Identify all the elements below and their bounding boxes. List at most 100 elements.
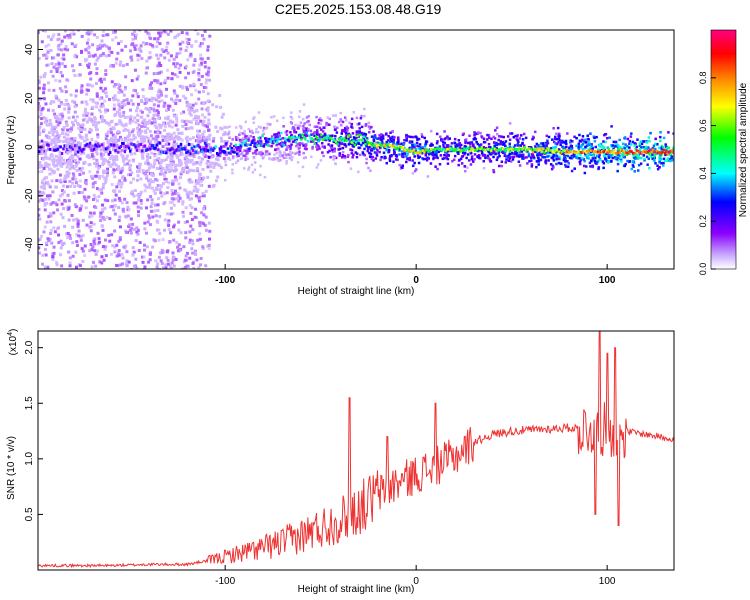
heatmap-cell [555, 132, 558, 136]
heatmap-cell [459, 143, 463, 147]
heatmap-cell [446, 157, 450, 161]
heatmap-cell [645, 141, 649, 144]
heatmap-cell [95, 174, 99, 178]
heatmap-cell [138, 54, 142, 58]
heatmap-cell [114, 163, 118, 167]
heatmap-cell [268, 157, 271, 160]
heatmap-cell [653, 153, 657, 157]
heatmap-cell [239, 131, 242, 135]
heatmap-cell [96, 133, 100, 137]
heatmap-ridge-cell [457, 148, 461, 152]
heatmap-cell [114, 122, 118, 126]
heatmap-cell [526, 162, 529, 165]
heatmap-cell [240, 152, 243, 156]
heatmap-cell [372, 159, 375, 162]
heatmap-cell [206, 136, 210, 140]
heatmap-cell [113, 155, 117, 159]
heatmap-cell [597, 155, 601, 158]
heatmap-cell [479, 143, 483, 146]
heatmap-cell [536, 152, 539, 155]
heatmap-ridge-cell [186, 150, 189, 154]
heatmap-cell [185, 88, 189, 92]
heatmap-ridge-cell [412, 148, 415, 152]
heatmap-cell [184, 127, 188, 131]
heatmap-cell [162, 272, 165, 275]
heatmap-cell [190, 108, 194, 112]
heatmap-cell [128, 138, 132, 142]
heatmap-cell [185, 119, 189, 123]
heatmap-cell [198, 232, 202, 236]
heatmap-cell [401, 164, 405, 167]
heatmap-cell [177, 32, 181, 36]
heatmap-ridge-cell [98, 144, 101, 148]
heatmap-cell [185, 220, 189, 224]
heatmap-ridge-cell [475, 148, 478, 152]
heatmap-cell [80, 34, 84, 38]
heatmap-ridge-cell [558, 150, 561, 153]
heatmap-cell [207, 246, 211, 250]
heatmap-cell [365, 137, 369, 140]
heatmap-cell [461, 147, 465, 151]
heatmap-cell [76, 222, 80, 226]
heatmap-cell [140, 110, 144, 114]
heatmap-cell [144, 206, 148, 210]
heatmap-cell [132, 250, 136, 254]
heatmap-cell [562, 141, 566, 144]
heatmap-cell [115, 143, 119, 147]
heatmap-cell [147, 185, 151, 189]
heatmap-cell [102, 176, 106, 180]
heatmap-cell [50, 252, 54, 256]
heatmap-cell [42, 182, 46, 186]
heatmap-cell [156, 262, 160, 266]
heatmap-cell [320, 119, 323, 122]
heatmap-cell [145, 231, 149, 235]
heatmap-cell [59, 239, 63, 243]
heatmap-cell [170, 135, 174, 139]
heatmap-cell [502, 135, 505, 139]
heatmap-cell [248, 149, 251, 153]
heatmap-cell [417, 156, 420, 160]
heatmap-cell [165, 140, 169, 144]
heatmap-cell [106, 141, 110, 145]
heatmap-cell [564, 141, 567, 145]
heatmap-cell [195, 121, 199, 125]
heatmap-ridge-cell [637, 149, 640, 153]
heatmap-cell [99, 86, 103, 90]
heatmap-cell [224, 160, 227, 163]
heatmap-cell [69, 184, 73, 188]
heatmap-cell [634, 142, 637, 146]
heatmap-cell [344, 143, 347, 147]
heatmap-cell [182, 166, 186, 170]
heatmap-ridge-cell [388, 144, 391, 147]
heatmap-cell [116, 122, 120, 126]
heatmap-cell [206, 165, 210, 169]
heatmap-ridge-cell [539, 147, 542, 150]
heatmap-ridge-cell [171, 147, 175, 151]
spectrogram-x-ticks: -100 0 100 [215, 264, 616, 286]
heatmap-cell [191, 103, 195, 107]
heatmap-cell [84, 47, 88, 51]
heatmap-cell [606, 161, 610, 164]
heatmap-ridge-cell [143, 144, 147, 148]
heatmap-cell [159, 251, 163, 255]
heatmap-cell [190, 143, 194, 147]
heatmap-cell [432, 153, 436, 157]
heatmap-cell [147, 179, 151, 183]
heatmap-cell [93, 33, 97, 37]
heatmap-cell [171, 143, 175, 147]
heatmap-cell [200, 61, 204, 65]
heatmap-ridge-cell [133, 143, 136, 147]
heatmap-cell [203, 115, 207, 119]
heatmap-cell [103, 198, 107, 202]
heatmap-cell [38, 161, 42, 165]
heatmap-cell [167, 58, 171, 62]
heatmap-ridge-cell [353, 143, 357, 147]
heatmap-cell [188, 106, 192, 110]
heatmap-cell [141, 271, 144, 274]
heatmap-cell [47, 163, 51, 167]
heatmap-cell [191, 261, 195, 265]
heatmap-cell [277, 142, 281, 146]
heatmap-cell [176, 245, 180, 249]
heatmap-cell [47, 131, 51, 135]
heatmap-cell [155, 126, 159, 130]
